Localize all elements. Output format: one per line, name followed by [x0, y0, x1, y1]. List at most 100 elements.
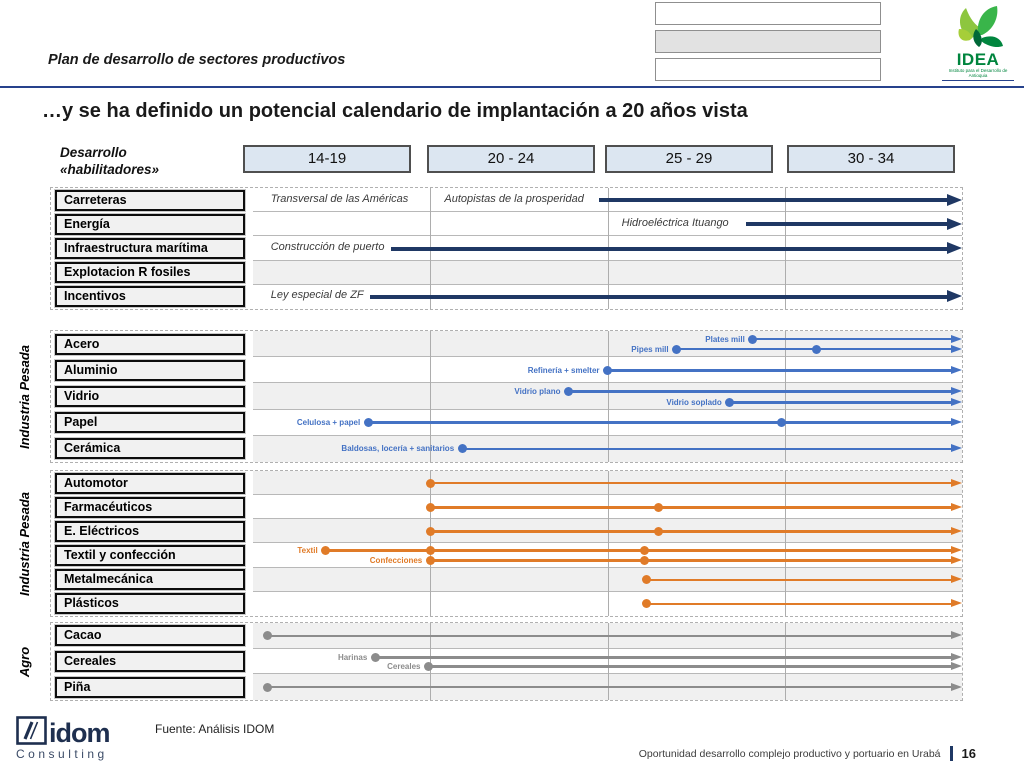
timeline-entry-label: Textil: [297, 546, 318, 556]
timeline-arrow-line: [267, 685, 953, 689]
source-note: Fuente: Análisis IDOM: [155, 722, 275, 736]
timeline-arrow-head: [947, 193, 962, 206]
timeline-arrow-head: [951, 365, 962, 374]
timeline-arrow-head: [951, 556, 962, 565]
footer: Oportunidad desarrollo complejo producti…: [639, 746, 976, 761]
row-label: Cerámica: [54, 437, 246, 461]
timeline-arrow-head: [951, 575, 962, 584]
period-divider: [784, 471, 786, 616]
period-divider: [784, 331, 786, 462]
timeline-arrow-line: [430, 481, 953, 485]
milestone-dot: [641, 599, 651, 609]
timeline-arrow-line: [430, 530, 953, 533]
slide-header-label: Plan de desarrollo de sectores productiv…: [48, 52, 346, 68]
period-divider: [607, 623, 609, 700]
timeline-entry-text: Ley especial de ZF: [270, 289, 364, 302]
milestone-dot: [564, 387, 573, 396]
milestone-dot: [262, 682, 272, 692]
timeline-arrow-line: [267, 634, 953, 638]
timeline-entry-label: Vidrio plano: [514, 387, 561, 396]
axis-title-line2: «habilitadores»: [60, 162, 160, 177]
header-divider: [0, 86, 1024, 88]
timeline-arrow-line: [752, 337, 953, 341]
timeline-entry-label: Refinería + smelter: [527, 365, 600, 375]
timeline-arrow-line: [607, 369, 953, 372]
milestone-dot: [262, 631, 272, 641]
timeline-entry-label: Baldosas, locería + sanitarios: [341, 444, 455, 454]
milestone-dot: [654, 502, 664, 512]
row-label: Vidrio: [54, 385, 246, 408]
milestone-dot: [425, 556, 435, 566]
idom-logo-text: idom: [49, 718, 110, 748]
timeline-arrow-line: [430, 559, 953, 562]
timeline-arrow-line: [325, 549, 953, 552]
milestone-dot: [776, 418, 786, 428]
timeline-arrow-head: [951, 478, 962, 487]
timeline-arrow-line: [391, 246, 949, 251]
timeline-entry-label: Pipes mill: [631, 344, 669, 354]
timeline-arrow-line: [568, 390, 953, 393]
row-label: E. Eléctricos: [54, 519, 246, 543]
period-header: 30 - 34: [787, 145, 955, 173]
timeline-arrow-head: [951, 546, 962, 555]
idom-logo: idom Consulting: [16, 716, 146, 761]
milestone-dot: [725, 398, 735, 407]
timeline-arrow-head: [951, 599, 962, 608]
period-header: 25 - 29: [605, 145, 773, 173]
page-title: …y se ha definido un potencial calendari…: [42, 100, 748, 122]
timeline-arrow-line: [598, 198, 949, 203]
timeline-arrow-line: [375, 656, 953, 659]
row-label: Automotor: [54, 471, 246, 495]
timeline-section: Carreteras Transversal de las Américas Aut…: [50, 187, 963, 310]
timeline-arrow-line: [729, 401, 953, 404]
timeline-arrow-line: [369, 294, 949, 299]
timeline-arrow-head: [951, 526, 962, 535]
period-divider: [607, 331, 609, 462]
timeline-arrow-head: [951, 444, 962, 453]
milestone-dot: [640, 556, 650, 566]
timeline-entry-label: Confecciones: [369, 556, 423, 566]
header-placeholder-box: [655, 2, 881, 25]
row-label: Farmacéuticos: [54, 495, 246, 519]
timeline-entry-label: Harinas: [337, 653, 368, 662]
idom-logo-subtext: Consulting: [16, 747, 108, 761]
idom-slash-icon: [16, 716, 47, 745]
period-divider: [607, 471, 609, 616]
milestone-dot: [370, 653, 380, 662]
milestone-dot: [425, 502, 435, 512]
period-header: 14-19: [243, 145, 411, 173]
timeline-entry-text: Autopistas de la prosperidad: [444, 192, 584, 205]
milestone-dot: [748, 334, 758, 344]
timeline-arrow-head: [951, 387, 962, 395]
milestone-dot: [603, 365, 612, 375]
section-side-label: Industria Pesada: [17, 491, 32, 596]
row-label: Plásticos: [54, 592, 246, 616]
timeline-arrow-head: [951, 334, 962, 343]
row-label: Cereales: [54, 650, 246, 673]
milestone-dot: [641, 575, 651, 585]
timeline-arrow-line: [745, 222, 949, 227]
timeline-entry-text: Construcción de puerto: [270, 241, 385, 253]
period-divider: [430, 331, 432, 462]
milestone-dot: [812, 344, 822, 354]
timeline-arrow-head: [947, 242, 962, 254]
period-divider: [784, 623, 786, 700]
row-label: Textil y confección: [54, 544, 246, 568]
timeline-arrow-head: [951, 682, 962, 691]
idea-logo-text: IDEA: [956, 50, 1000, 69]
row-label: Explotacion R fosiles: [54, 261, 246, 285]
timeline-arrow-head: [951, 344, 962, 353]
timeline-arrow-head: [947, 290, 962, 303]
footer-caption: Oportunidad desarrollo complejo producti…: [638, 747, 941, 760]
milestone-dot: [425, 526, 435, 536]
row-label: Piña: [54, 675, 246, 699]
row-label: Acero: [54, 332, 246, 356]
timeline-arrow-line: [646, 578, 953, 581]
section-side-label: Industria Pesada: [17, 344, 32, 449]
timeline-entry-label: Cereales: [387, 662, 421, 671]
row-label: Incentivos: [54, 285, 246, 309]
period-header: 20 - 24: [427, 145, 595, 173]
milestone-dot: [654, 526, 664, 536]
milestone-dot: [425, 478, 435, 488]
timeline-arrow-head: [951, 502, 962, 511]
